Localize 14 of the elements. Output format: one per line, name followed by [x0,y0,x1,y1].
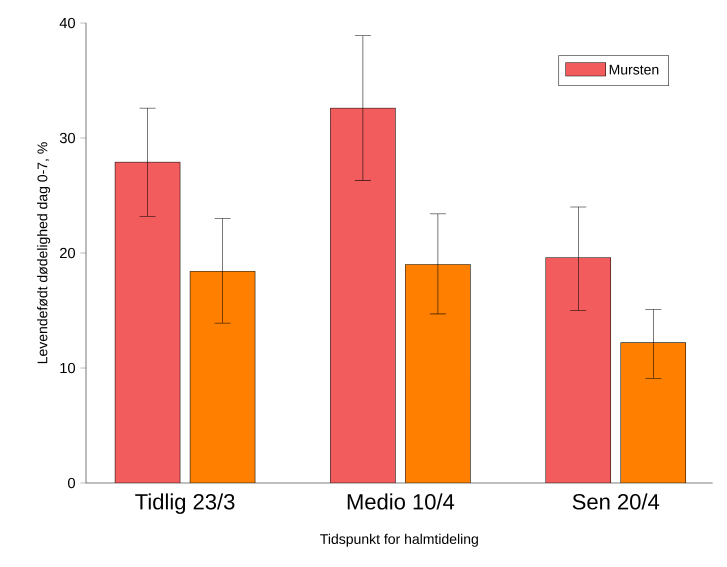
legend-label: Mursten [610,64,658,75]
y-tick-label: 40 [60,18,76,28]
y-tick-label: 10 [60,362,76,374]
x-tick-label: Medio 10/4 [348,493,454,510]
bar [405,264,470,484]
x-tick-label: Tidlig 23/3 [135,493,234,514]
bar [190,271,256,484]
x-axis-title: Tidspunkt for halmtideling [320,534,478,547]
y-tick-label: 20 [60,248,76,258]
y-tick-label: 30 [60,132,76,144]
x-tick-label: Sen 20/4 [572,493,660,510]
y-tick-label: 0 [68,478,76,488]
bar [620,342,686,484]
y-axis-title: Levendefødt dødelighed dag 0-7, % [37,142,50,364]
